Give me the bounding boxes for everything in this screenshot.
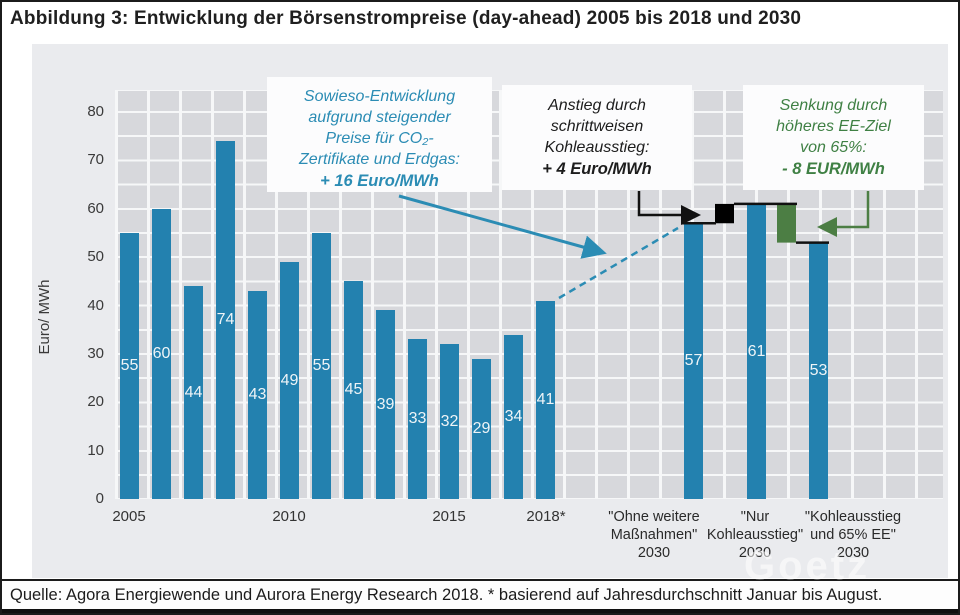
y-tick-70: 70 bbox=[87, 151, 104, 169]
bar-2010: 49 bbox=[280, 262, 299, 499]
annotation-text: höheres EE-Ziel bbox=[776, 118, 891, 135]
bar-value-label: 55 bbox=[312, 357, 331, 374]
y-tick-40: 40 bbox=[87, 296, 104, 314]
scenario-label-line: 2030 bbox=[637, 545, 671, 561]
bar-value-label: 57 bbox=[684, 352, 703, 369]
scenario-label-line: 2030 bbox=[738, 545, 772, 561]
scenario-label-line: und 65% EE" bbox=[810, 527, 896, 543]
scenario-label-line: "Ohne weitere bbox=[608, 509, 700, 525]
y-tick-0: 0 bbox=[95, 490, 104, 507]
bar-2016: 29 bbox=[472, 359, 491, 499]
y-axis-label: Euro/ MWh bbox=[36, 279, 53, 355]
scenario-label-3: "Kohleausstieg und 65% EE" 2030 bbox=[783, 508, 923, 562]
annotation-value: + 16 Euro/MWh bbox=[320, 172, 439, 190]
bar-value-label: 60 bbox=[152, 345, 171, 362]
scenario-label-line: "Kohleausstieg bbox=[804, 509, 902, 525]
bar-2011: 55 bbox=[312, 233, 331, 499]
bar-2008: 74 bbox=[216, 141, 235, 499]
bar-value-label: 74 bbox=[216, 311, 235, 328]
scenario-label-2: "Nur Kohleausstieg" 2030 bbox=[685, 508, 825, 562]
bottom-border-bar bbox=[2, 609, 958, 613]
bar-value-label: 55 bbox=[120, 357, 139, 374]
watermark: Goetz bbox=[744, 544, 871, 588]
x-tick-label: 2005 bbox=[112, 508, 146, 525]
bar-2014: 33 bbox=[408, 339, 427, 499]
annotation-value: - 8 EUR/MWh bbox=[782, 160, 885, 178]
x-tick-label: 2018* bbox=[526, 508, 566, 525]
bar-scenario-2030-1: 57 bbox=[684, 223, 703, 499]
source-note: Quelle: Agora Energiewende und Aurora En… bbox=[10, 586, 883, 604]
bar-value-label: 32 bbox=[440, 412, 459, 430]
annotation-text: Kohleausstieg: bbox=[544, 139, 650, 156]
scenario-label-line: 2030 bbox=[836, 545, 870, 561]
y-tick-50: 50 bbox=[87, 248, 104, 266]
bar-value-label: 61 bbox=[747, 342, 766, 360]
y-tick-60: 60 bbox=[87, 199, 104, 217]
bar-value-label: 41 bbox=[536, 391, 555, 408]
bar-2006: 60 bbox=[152, 209, 171, 499]
annotation-text: Senkung durch bbox=[779, 97, 888, 114]
bar-2015: 32 bbox=[440, 344, 459, 499]
scenario-label-1: "Ohne weitere Maßnahmen" 2030 bbox=[584, 508, 724, 562]
bar-value-label: 34 bbox=[504, 408, 523, 425]
bar-2018: 41 bbox=[536, 301, 555, 499]
bar-value-label: 39 bbox=[376, 395, 395, 413]
scenario-label-line: Maßnahmen" bbox=[610, 527, 698, 543]
annotation-text: von 65%: bbox=[800, 139, 867, 156]
figure-title: Abbildung 3: Entwicklung der Börsenstrom… bbox=[10, 8, 802, 29]
x-tick-label: 2010 bbox=[272, 508, 306, 525]
bar-scenario-2030-2: 61 bbox=[747, 204, 766, 499]
x-tick-label: 2015 bbox=[432, 508, 466, 525]
annotation-text: Sowieso-Entwicklung bbox=[303, 88, 456, 105]
y-tick-20: 20 bbox=[87, 393, 104, 411]
annotation-text: Zertifikate und Erdgas: bbox=[299, 151, 460, 168]
bar-value-label: 29 bbox=[472, 420, 491, 437]
bar-value-label: 33 bbox=[408, 410, 427, 427]
bar-2005: 55 bbox=[120, 233, 139, 499]
bar-value-label: 43 bbox=[248, 386, 267, 403]
bar-value-label: 44 bbox=[184, 383, 203, 401]
bar-scenario-2030-3: 53 bbox=[809, 243, 828, 499]
annotation-kohleausstieg: Anstieg durch schrittweisen Kohleausstie… bbox=[502, 85, 692, 190]
annotation-text: Anstieg durch bbox=[548, 97, 646, 114]
y-tick-80: 80 bbox=[87, 103, 104, 120]
bar-value-label: 45 bbox=[344, 381, 363, 398]
bar-value-label: 49 bbox=[280, 371, 299, 389]
bar-2012: 45 bbox=[344, 281, 363, 499]
scenario-label-line: Kohleausstieg" bbox=[706, 527, 804, 543]
bar-2017: 34 bbox=[504, 335, 523, 499]
bar-2007: 44 bbox=[184, 286, 203, 499]
scenario-label-line: "Nur bbox=[740, 509, 770, 525]
source-strip: Quelle: Agora Energiewende und Aurora En… bbox=[2, 579, 958, 609]
annotation-value: + 4 Euro/MWh bbox=[542, 160, 652, 178]
annotation-ee-ziel: Senkung durch höheres EE-Ziel von 65%: -… bbox=[743, 85, 924, 190]
y-tick-10: 10 bbox=[87, 441, 104, 459]
annotation-sowieso-entwicklung: Sowieso-Entwicklung aufgrund steigender … bbox=[267, 77, 492, 192]
annotation-text: schrittweisen bbox=[550, 118, 644, 135]
bar-2009: 43 bbox=[248, 291, 267, 499]
bar-value-label: 53 bbox=[809, 362, 828, 379]
y-tick-30: 30 bbox=[87, 344, 104, 362]
annotation-text: Preise für CO₂- bbox=[325, 130, 434, 147]
bar-2013: 39 bbox=[376, 310, 395, 499]
annotation-text: aufgrund steigender bbox=[308, 109, 451, 126]
